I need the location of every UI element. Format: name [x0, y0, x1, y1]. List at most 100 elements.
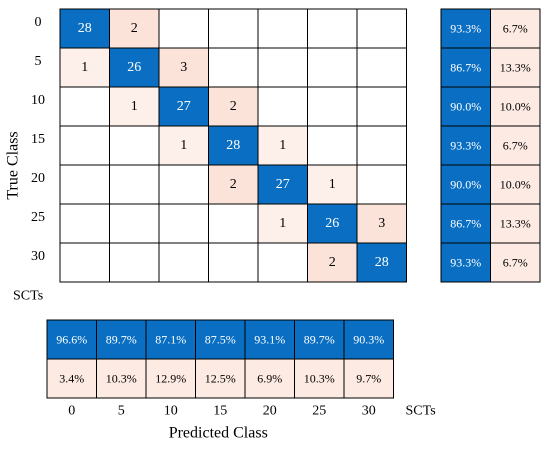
matrix-cell-r5-c1	[109, 203, 160, 244]
matrix-cell-r6-c6	[356, 242, 407, 283]
matrix-cell-r0-c2	[158, 8, 209, 49]
column-summary-correct: 90.3%	[353, 333, 384, 347]
column-summary-incorrect: 12.9%	[155, 372, 186, 386]
matrix-cell-r5-c2	[158, 203, 209, 244]
column-summary-correct-cell-3	[195, 319, 246, 360]
column-summary-correct-cell-1	[96, 319, 147, 360]
matrix-cell-r2-c3	[208, 86, 259, 127]
matrix-value-r3-c3: 28	[226, 138, 240, 153]
column-summary-incorrect: 6.9%	[257, 372, 282, 386]
column-summary-incorrect: 10.3%	[304, 372, 335, 386]
matrix-cell-r3-c1	[109, 125, 160, 166]
column-summary-incorrect: 9.7%	[356, 372, 381, 386]
row-summary-incorrect: 6.7%	[503, 139, 528, 153]
matrix-cell-r4-c3	[208, 164, 259, 205]
matrix-cell-r3-c6	[356, 125, 407, 166]
row-summary-incorrect: 6.7%	[503, 22, 528, 36]
matrix-value-r0-c0: 28	[78, 21, 92, 36]
row-summary-correct: 90.0%	[450, 100, 481, 114]
column-tick-label: 30	[362, 404, 376, 419]
matrix-cell-r4-c2	[158, 164, 209, 205]
matrix-cell-r1-c6	[356, 47, 407, 88]
matrix-value-r5-c6: 3	[378, 216, 385, 231]
column-tick-label: 10	[164, 404, 178, 419]
column-summary-correct: 87.1%	[155, 333, 186, 347]
row-summary-incorrect: 13.3%	[500, 61, 531, 75]
matrix-value-r5-c5: 26	[325, 216, 339, 231]
row-unit-label: SCTs	[13, 289, 43, 304]
row-summary-correct: 93.3%	[450, 256, 481, 270]
column-unit-label: SCTs	[406, 404, 436, 419]
matrix-cell-r4-c0	[59, 164, 110, 205]
matrix-cell-r6-c4	[257, 242, 308, 283]
matrix-value-r4-c5: 1	[329, 177, 336, 192]
column-summary-correct-cell-6	[343, 319, 394, 360]
matrix-value-r2-c3: 2	[230, 99, 237, 114]
matrix-cell-r0-c0	[59, 8, 110, 49]
row-summary-incorrect: 6.7%	[503, 256, 528, 270]
matrix-value-r0-c1: 2	[131, 21, 138, 36]
column-summary-incorrect-cell-2	[145, 358, 196, 399]
row-tick-label: 30	[31, 249, 45, 264]
matrix-value-r3-c4: 1	[279, 138, 286, 153]
column-summary-incorrect: 3.4%	[59, 372, 84, 386]
matrix-cell-r4-c6	[356, 164, 407, 205]
column-summary-correct: 89.7%	[304, 333, 335, 347]
column-summary-incorrect: 12.5%	[205, 372, 236, 386]
column-summary-incorrect-cell-4	[244, 358, 295, 399]
row-tick-label: 5	[35, 54, 42, 69]
column-summary-correct-cell-4	[244, 319, 295, 360]
matrix-cell-r2-c0	[59, 86, 110, 127]
row-summary-incorrect-cell-1	[490, 47, 541, 88]
matrix-cell-r6-c1	[109, 242, 160, 283]
matrix-cell-r2-c1	[109, 86, 160, 127]
matrix-cell-r3-c3	[208, 125, 259, 166]
matrix-cell-r6-c3	[208, 242, 259, 283]
x-axis-label: Predicted Class	[169, 425, 268, 442]
column-tick-label: 5	[118, 404, 125, 419]
row-tick-label: 0	[35, 15, 42, 30]
matrix-cell-r6-c5	[307, 242, 358, 283]
matrix-cell-r3-c0	[59, 125, 110, 166]
row-summary-correct: 86.7%	[450, 217, 481, 231]
matrix-cell-r1-c4	[257, 47, 308, 88]
y-axis-label: True Class	[5, 131, 22, 199]
matrix-cell-r0-c5	[307, 8, 358, 49]
row-summary-incorrect-cell-5	[490, 203, 541, 244]
column-summary-incorrect-cell-1	[96, 358, 147, 399]
matrix-cell-r4-c5	[307, 164, 358, 205]
matrix-cell-r6-c0	[59, 242, 110, 283]
matrix-value-r1-c0: 1	[81, 60, 88, 75]
matrix-cell-r0-c6	[356, 8, 407, 49]
matrix-value-r2-c2: 27	[177, 99, 191, 114]
column-summary-incorrect-cell-6	[343, 358, 394, 399]
row-summary-correct-cell-0	[440, 8, 491, 49]
matrix-value-r6-c5: 2	[329, 255, 336, 270]
row-tick-label: 20	[31, 171, 45, 186]
matrix-cell-r5-c0	[59, 203, 110, 244]
row-summary-correct: 93.3%	[450, 139, 481, 153]
matrix-value-r4-c4: 27	[276, 177, 290, 192]
matrix-value-r3-c2: 1	[180, 138, 187, 153]
matrix-cell-r6-c2	[158, 242, 209, 283]
matrix-cell-r0-c4	[257, 8, 308, 49]
column-summary-correct: 93.1%	[254, 333, 285, 347]
matrix-value-r5-c4: 1	[279, 216, 286, 231]
row-summary-correct-cell-1	[440, 47, 491, 88]
column-tick-label: 15	[213, 404, 227, 419]
column-tick-label: 25	[312, 404, 326, 419]
column-tick-label: 20	[263, 404, 277, 419]
row-summary-incorrect-cell-3	[490, 125, 541, 166]
row-summary-correct-cell-4	[440, 164, 491, 205]
matrix-value-r2-c1: 1	[131, 99, 138, 114]
matrix-value-r1-c1: 26	[127, 60, 141, 75]
column-summary-correct: 89.7%	[106, 333, 137, 347]
row-summary-correct: 93.3%	[450, 22, 481, 36]
matrix-cell-r4-c1	[109, 164, 160, 205]
matrix-cell-r1-c3	[208, 47, 259, 88]
matrix-cell-r2-c6	[356, 86, 407, 127]
matrix-cell-r5-c5	[307, 203, 358, 244]
row-tick-label: 15	[31, 132, 45, 147]
